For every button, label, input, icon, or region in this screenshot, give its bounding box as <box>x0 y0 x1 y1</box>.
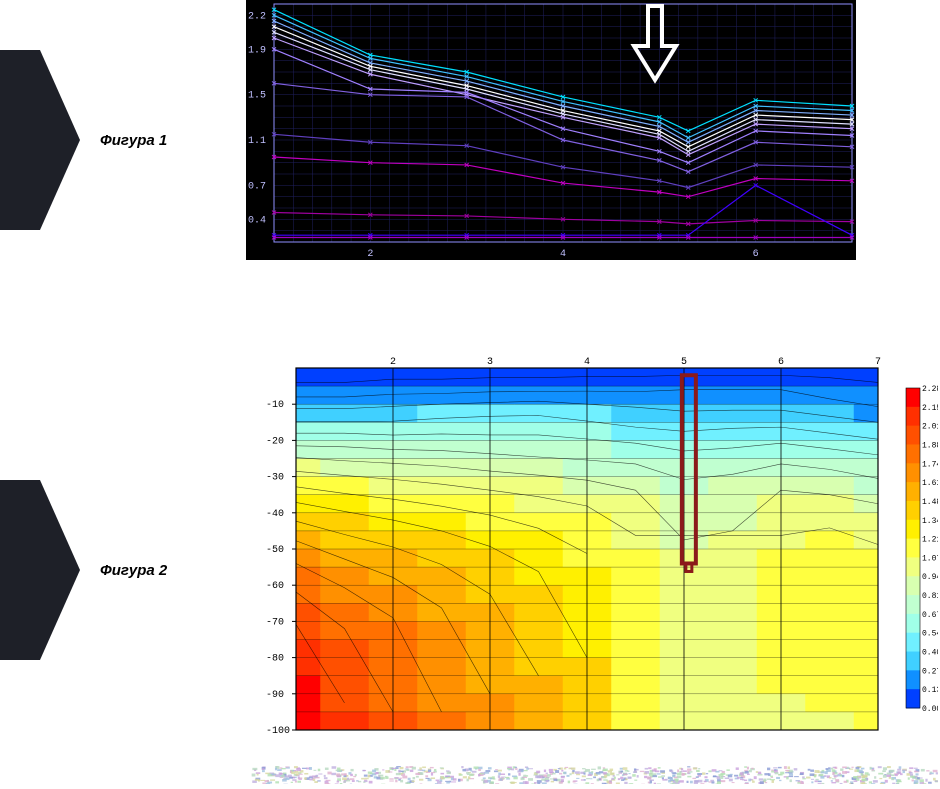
figure2-label: Фигура 2 <box>100 562 167 579</box>
svg-text:1.34: 1.34 <box>922 517 938 526</box>
svg-text:2.2: 2.2 <box>248 11 266 22</box>
svg-text:0.94: 0.94 <box>922 573 938 582</box>
svg-text:2.28: 2.28 <box>922 385 938 394</box>
figure1-svg: 0.4 0.7 1.1 1.5 1.9 2.2 2 4 6 <box>246 0 856 260</box>
svg-text:0.81: 0.81 <box>922 592 938 601</box>
svg-text:0.40: 0.40 <box>922 649 938 658</box>
svg-text:0.7: 0.7 <box>248 181 266 192</box>
svg-text:0.00: 0.00 <box>922 705 938 714</box>
arrow-shape <box>0 480 80 660</box>
svg-text:-70: -70 <box>266 617 284 628</box>
svg-text:-40: -40 <box>266 509 284 520</box>
svg-text:2: 2 <box>390 357 396 368</box>
noise-svg <box>250 766 938 784</box>
svg-text:6: 6 <box>778 357 784 368</box>
svg-text:1.88: 1.88 <box>922 441 938 450</box>
svg-text:1.48: 1.48 <box>922 498 938 507</box>
svg-text:7: 7 <box>875 357 881 368</box>
figure1-linechart: 0.4 0.7 1.1 1.5 1.9 2.2 2 4 6 <box>246 0 856 260</box>
svg-text:2.15: 2.15 <box>922 404 938 413</box>
svg-text:2: 2 <box>367 249 373 260</box>
svg-text:0.13: 0.13 <box>922 686 938 695</box>
figure1-label: Фигура 1 <box>100 132 167 149</box>
svg-text:-90: -90 <box>266 690 284 701</box>
down-arrow-icon <box>630 4 680 84</box>
svg-text:0.54: 0.54 <box>922 630 938 639</box>
figure1-label-arrow <box>0 50 80 230</box>
svg-text:5: 5 <box>681 357 687 368</box>
svg-text:-60: -60 <box>266 581 284 592</box>
svg-text:0.4: 0.4 <box>248 215 266 226</box>
figure2-heatmap: 2 3 4 5 6 7 -10 -20 -30 -40 -50 -60 -70 -80 -90 -100 2.2… <box>252 350 938 745</box>
figure2-svg: 2 3 4 5 6 7 -10 -20 -30 -40 -50 -60 -70 -80 -90 -100 2.2… <box>252 350 938 745</box>
svg-text:-100: -100 <box>266 726 290 737</box>
svg-text:1.9: 1.9 <box>248 45 266 56</box>
svg-text:-10: -10 <box>266 400 284 411</box>
arrow-shape <box>0 50 80 230</box>
svg-text:1.1: 1.1 <box>248 136 266 147</box>
svg-text:1.5: 1.5 <box>248 91 266 102</box>
svg-text:-30: -30 <box>266 473 284 484</box>
svg-text:0.67: 0.67 <box>922 611 938 620</box>
svg-text:-20: -20 <box>266 436 284 447</box>
svg-text:1.07: 1.07 <box>922 554 938 563</box>
svg-text:6: 6 <box>753 249 759 260</box>
svg-text:4: 4 <box>560 249 566 260</box>
svg-text:1.21: 1.21 <box>922 536 938 545</box>
svg-text:1.74: 1.74 <box>922 460 938 469</box>
svg-text:1.61: 1.61 <box>922 479 938 488</box>
svg-text:2.01: 2.01 <box>922 423 938 432</box>
svg-text:3: 3 <box>487 357 493 368</box>
svg-text:0.27: 0.27 <box>922 667 938 676</box>
svg-text:-80: -80 <box>266 654 284 665</box>
svg-text:4: 4 <box>584 357 590 368</box>
figure2-label-arrow <box>0 480 80 660</box>
svg-text:-50: -50 <box>266 545 284 556</box>
noise-strip <box>250 766 938 784</box>
